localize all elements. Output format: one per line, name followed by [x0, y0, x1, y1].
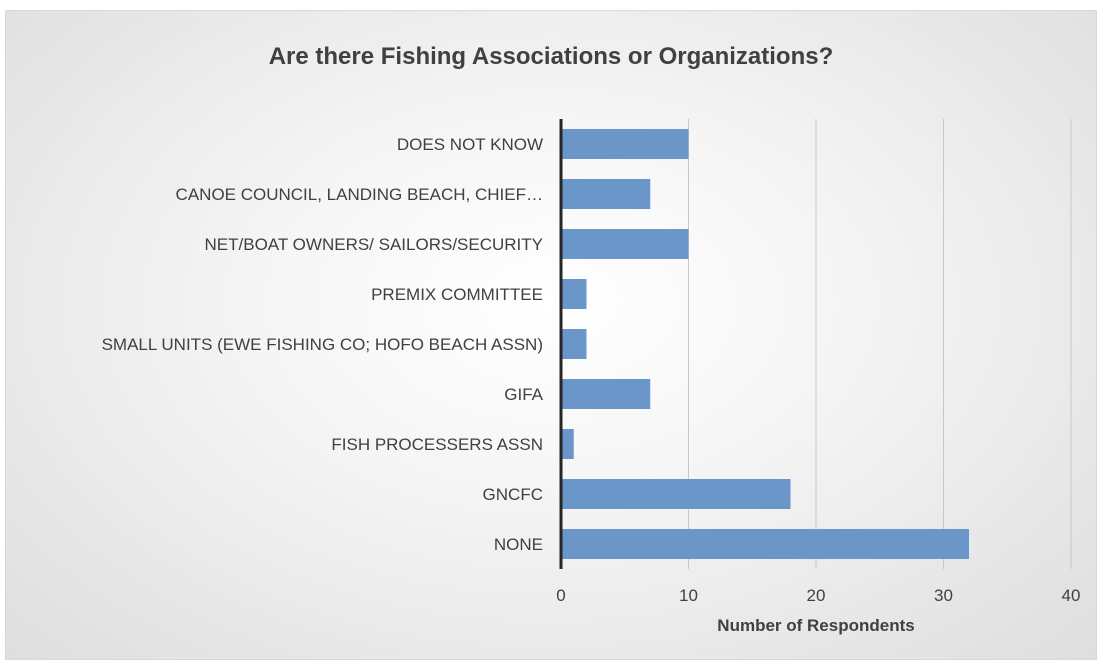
bar — [561, 129, 689, 159]
bar — [561, 479, 791, 509]
category-label: NONE — [494, 535, 543, 554]
x-tick-label: 40 — [1062, 586, 1081, 605]
x-tick-labels: 0 10 20 30 40 — [556, 586, 1080, 605]
category-label: DOES NOT KNOW — [397, 135, 543, 154]
x-axis-title: Number of Respondents — [717, 616, 914, 635]
category-label: NET/BOAT OWNERS/ SAILORS/SECURITY — [205, 235, 543, 254]
category-label: SMALL UNITS (EWE FISHING CO; HOFO BEACH … — [102, 335, 543, 354]
bar — [561, 529, 969, 559]
category-label: CANOE COUNCIL, LANDING BEACH, CHIEF… — [176, 185, 543, 204]
bar-chart: DOES NOT KNOW CANOE COUNCIL, LANDING BEAC… — [102, 119, 1080, 635]
bar — [561, 279, 587, 309]
bar — [561, 429, 574, 459]
bar — [561, 229, 689, 259]
x-tick-label: 10 — [679, 586, 698, 605]
x-tick-label: 0 — [556, 586, 565, 605]
bar — [561, 179, 651, 209]
category-label: FISH PROCESSERS ASSN — [331, 435, 543, 454]
chart-area: Are there Fishing Associations or Organi… — [5, 10, 1097, 660]
bars — [561, 129, 969, 559]
bar — [561, 329, 587, 359]
chart-title: Are there Fishing Associations or Organi… — [268, 43, 834, 70]
category-label: GIFA — [504, 385, 543, 404]
category-label: GNCFC — [483, 485, 543, 504]
x-tick-label: 20 — [807, 586, 826, 605]
x-tick-label: 30 — [934, 586, 953, 605]
category-label: PREMIX COMMITTEE — [371, 285, 543, 304]
category-labels: DOES NOT KNOW CANOE COUNCIL, LANDING BEAC… — [102, 135, 544, 554]
bar — [561, 379, 651, 409]
